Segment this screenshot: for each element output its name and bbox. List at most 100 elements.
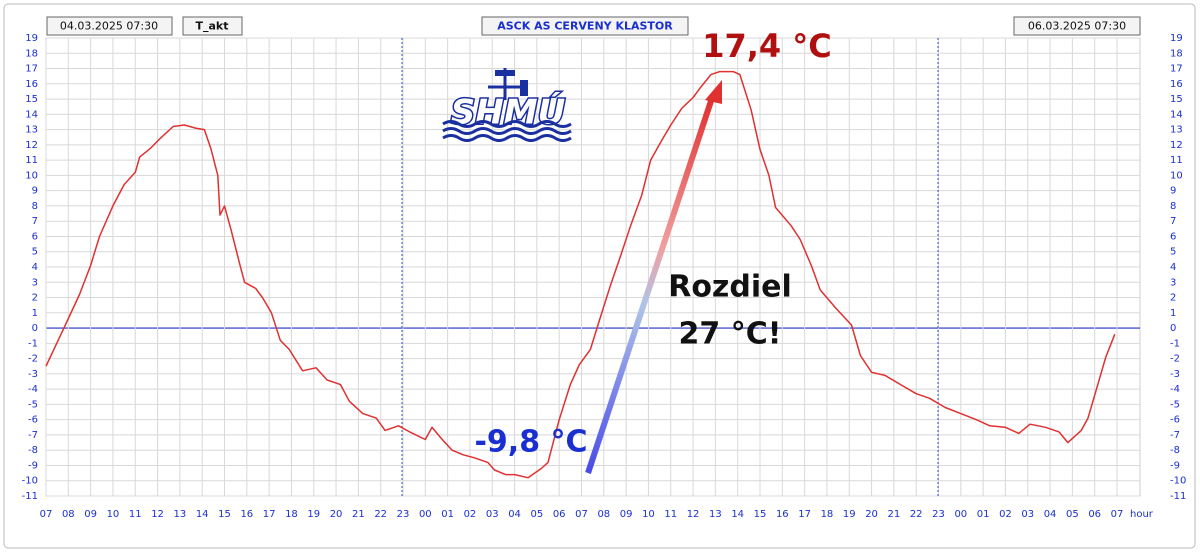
y-tick-label: -10 <box>1170 476 1186 487</box>
y-tick-label: 4 <box>32 262 38 273</box>
y-tick-label: 2 <box>1170 293 1176 304</box>
x-tick-label: 13 <box>174 509 187 520</box>
y-tick-label: -1 <box>1170 338 1180 349</box>
y-tick-label: -3 <box>1170 369 1180 380</box>
x-tick-label: 00 <box>419 509 432 520</box>
x-tick-label: 16 <box>240 509 253 520</box>
x-tick-label: 20 <box>330 509 343 520</box>
x-tick-label: 19 <box>307 509 320 520</box>
x-tick-label: 17 <box>798 509 811 520</box>
y-tick-label: 1 <box>1170 308 1176 319</box>
x-tick-label: 06 <box>1088 509 1101 520</box>
start-box <box>46 16 173 36</box>
x-tick-label: 22 <box>910 509 923 520</box>
x-tick-label: 23 <box>932 509 945 520</box>
y-tick-label: 9 <box>32 186 38 197</box>
y-tick-label: -7 <box>28 430 38 441</box>
y-tick-label: 8 <box>32 201 38 212</box>
x-tick-label: 10 <box>642 509 655 520</box>
x-tick-label: 09 <box>620 509 633 520</box>
y-tick-label: 5 <box>32 247 38 258</box>
y-tick-label: 2 <box>32 293 38 304</box>
y-tick-label: -9 <box>1170 460 1180 471</box>
y-tick-label: 4 <box>1170 262 1176 273</box>
x-tick-label: 17 <box>263 509 276 520</box>
y-tick-label: 0 <box>1170 323 1176 334</box>
x-tick-label: 22 <box>374 509 387 520</box>
x-tick-label: 04 <box>1044 509 1057 520</box>
y-tick-label: 8 <box>1170 201 1176 212</box>
y-tick-label: -7 <box>1170 430 1180 441</box>
y-tick-label: 15 <box>1170 94 1183 105</box>
y-tick-label: -4 <box>28 384 38 395</box>
x-tick-label: 12 <box>151 509 164 520</box>
y-tick-label: 13 <box>1170 125 1183 136</box>
x-tick-label: 11 <box>129 509 142 520</box>
y-tick-label: 11 <box>1170 155 1183 166</box>
y-tick-label: 18 <box>1170 48 1183 59</box>
x-tick-label: 18 <box>821 509 834 520</box>
y-tick-label: 7 <box>1170 216 1176 227</box>
y-tick-label: 3 <box>1170 277 1176 288</box>
max-annotation: 17,4 °C <box>702 27 832 65</box>
x-tick-label: 21 <box>352 509 365 520</box>
y-tick-label: -9 <box>28 460 38 471</box>
y-tick-label: -6 <box>28 415 38 426</box>
x-tick-label: 07 <box>40 509 53 520</box>
x-tick-label: 07 <box>575 509 588 520</box>
chart-title: ASCK AS CERVENY KLASTOR <box>497 20 673 33</box>
x-tick-label: 21 <box>888 509 901 520</box>
x-tick-label: 08 <box>597 509 610 520</box>
end-label: 06.03.2025 07:30 <box>1028 20 1126 33</box>
y-tick-label: 17 <box>25 64 38 75</box>
x-tick-label: 20 <box>865 509 878 520</box>
y-tick-label: -3 <box>28 369 38 380</box>
y-tick-label: -5 <box>1170 399 1180 410</box>
x-tick-label: 14 <box>731 509 744 520</box>
x-tick-label: 03 <box>486 509 499 520</box>
plot <box>45 70 1116 479</box>
x-tick-label: 02 <box>464 509 477 520</box>
y-tick-label: -4 <box>1170 384 1180 395</box>
y-tick-label: 10 <box>1170 170 1183 181</box>
y-tick-label: 12 <box>25 140 38 151</box>
y-tick-label: -10 <box>22 476 38 487</box>
y-tick-label: 6 <box>1170 231 1176 242</box>
y-tick-label: 16 <box>25 79 38 90</box>
temperature-line <box>45 70 1116 479</box>
logo: SHMÚ <box>442 68 572 142</box>
series-box <box>182 16 243 36</box>
x-tick-label: 08 <box>62 509 75 520</box>
y-tick-label: 12 <box>1170 140 1183 151</box>
x-tick-label: 10 <box>107 509 120 520</box>
arrow <box>585 97 715 474</box>
difference-annotation: Rozdiel <box>668 270 792 305</box>
x-tick-label: 15 <box>754 509 767 520</box>
x-tick-label: 12 <box>687 509 700 520</box>
y-tick-label: 7 <box>32 216 38 227</box>
y-tick-label: 3 <box>32 277 38 288</box>
series-name: T_akt <box>196 20 229 33</box>
x-tick-label: 09 <box>84 509 97 520</box>
frame <box>3 3 1196 549</box>
x-tick-label: 00 <box>954 509 967 520</box>
y-tick-label: 10 <box>25 170 38 181</box>
x-tick-label: 18 <box>285 509 298 520</box>
y-tick-label: -2 <box>28 354 38 365</box>
y-tick-label: 0 <box>32 323 38 334</box>
x-tick-label: 07 <box>1111 509 1124 520</box>
x-tick-label: 23 <box>397 509 410 520</box>
y-tick-label: -5 <box>28 399 38 410</box>
y-tick-label: -1 <box>28 338 38 349</box>
y-tick-label: -6 <box>1170 415 1180 426</box>
x-tick-label: 15 <box>218 509 231 520</box>
y-tick-label: -8 <box>1170 445 1180 456</box>
x-tick-label: 01 <box>441 509 454 520</box>
x-tick-label: 13 <box>709 509 722 520</box>
x-tick-label: 14 <box>196 509 209 520</box>
y-tick-label: -11 <box>1170 491 1186 502</box>
title-box <box>481 16 689 36</box>
x-tick-label: 03 <box>1021 509 1034 520</box>
x-tick-label: 11 <box>664 509 677 520</box>
